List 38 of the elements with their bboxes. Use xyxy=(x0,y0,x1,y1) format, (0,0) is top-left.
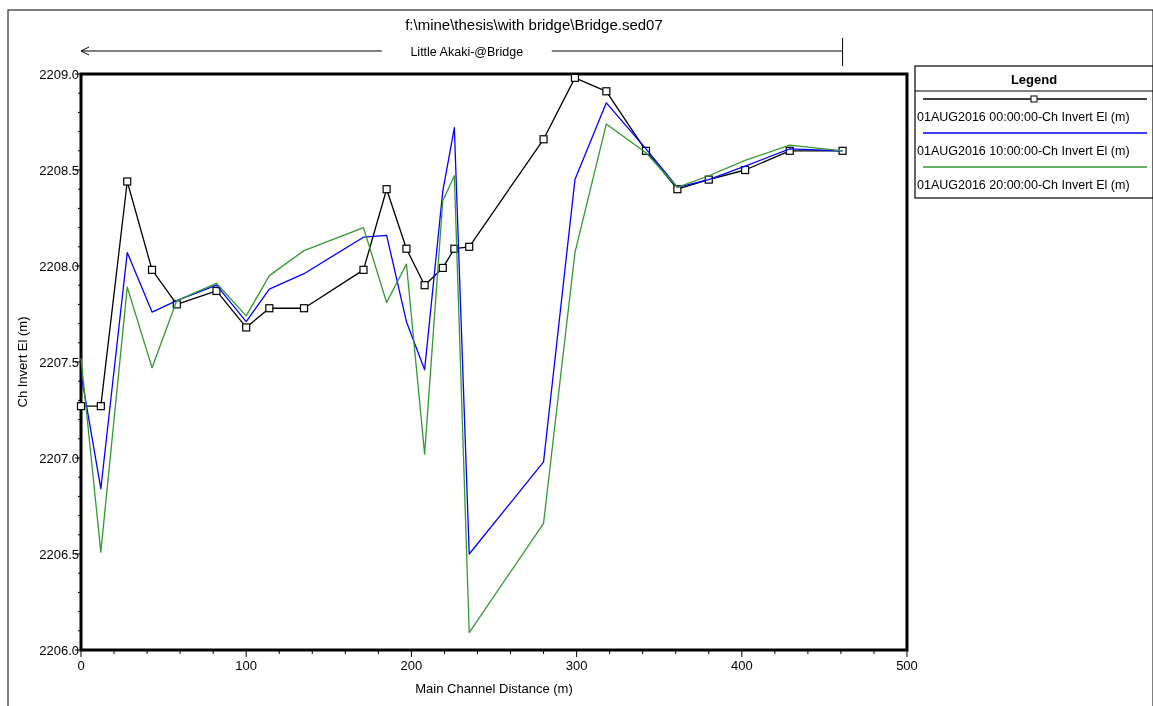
chart-title: f:\mine\thesis\with bridge\Bridge.sed07 xyxy=(405,16,663,33)
x-tick-label: 400 xyxy=(730,658,753,673)
y-tick-label: 2208.0 xyxy=(39,259,79,274)
y-tick-label: 2209.0 xyxy=(39,67,79,82)
point xyxy=(539,135,548,144)
point xyxy=(570,73,580,82)
y-tick-label: 2207.0 xyxy=(39,451,79,466)
point xyxy=(438,263,447,273)
legend-label: 01AUG2016 00:00:00-Ch Invert El (m) xyxy=(917,110,1130,124)
point xyxy=(838,146,847,155)
text: 01AUG2016 20:00:00-Ch Invert El (m) xyxy=(917,178,1130,192)
point xyxy=(382,185,391,194)
y-tick-label: 2207.5 xyxy=(39,355,79,370)
point xyxy=(96,402,105,411)
point xyxy=(265,304,274,313)
y-tick-label: 2208.5 xyxy=(39,163,79,178)
y-tick-label: 2206.0 xyxy=(39,643,79,658)
legend-title: Legend xyxy=(1010,72,1058,87)
text: Little Akaki-@Bridge xyxy=(410,45,524,59)
x-tick-label: 300 xyxy=(565,658,588,673)
point xyxy=(299,304,309,313)
x-tick-label: 100 xyxy=(235,658,258,673)
point xyxy=(147,265,157,274)
x-tick-label: 500 xyxy=(896,658,918,673)
y-tick-label: 2206.5 xyxy=(39,547,79,562)
point xyxy=(76,402,86,411)
point xyxy=(465,242,474,251)
point xyxy=(123,177,132,186)
point xyxy=(402,244,411,253)
point xyxy=(420,281,429,290)
point xyxy=(602,87,611,96)
x-tick-label: 0 xyxy=(77,658,85,673)
point xyxy=(359,265,368,274)
y-axis-title: Ch Invert El (m) xyxy=(15,316,30,408)
point xyxy=(242,323,251,332)
x-tick-label: 200 xyxy=(400,658,423,673)
text: 01AUG2016 10:00:00-Ch Invert El (m) xyxy=(917,144,1130,158)
x-axis-title: Main Channel Distance (m) xyxy=(415,681,573,696)
